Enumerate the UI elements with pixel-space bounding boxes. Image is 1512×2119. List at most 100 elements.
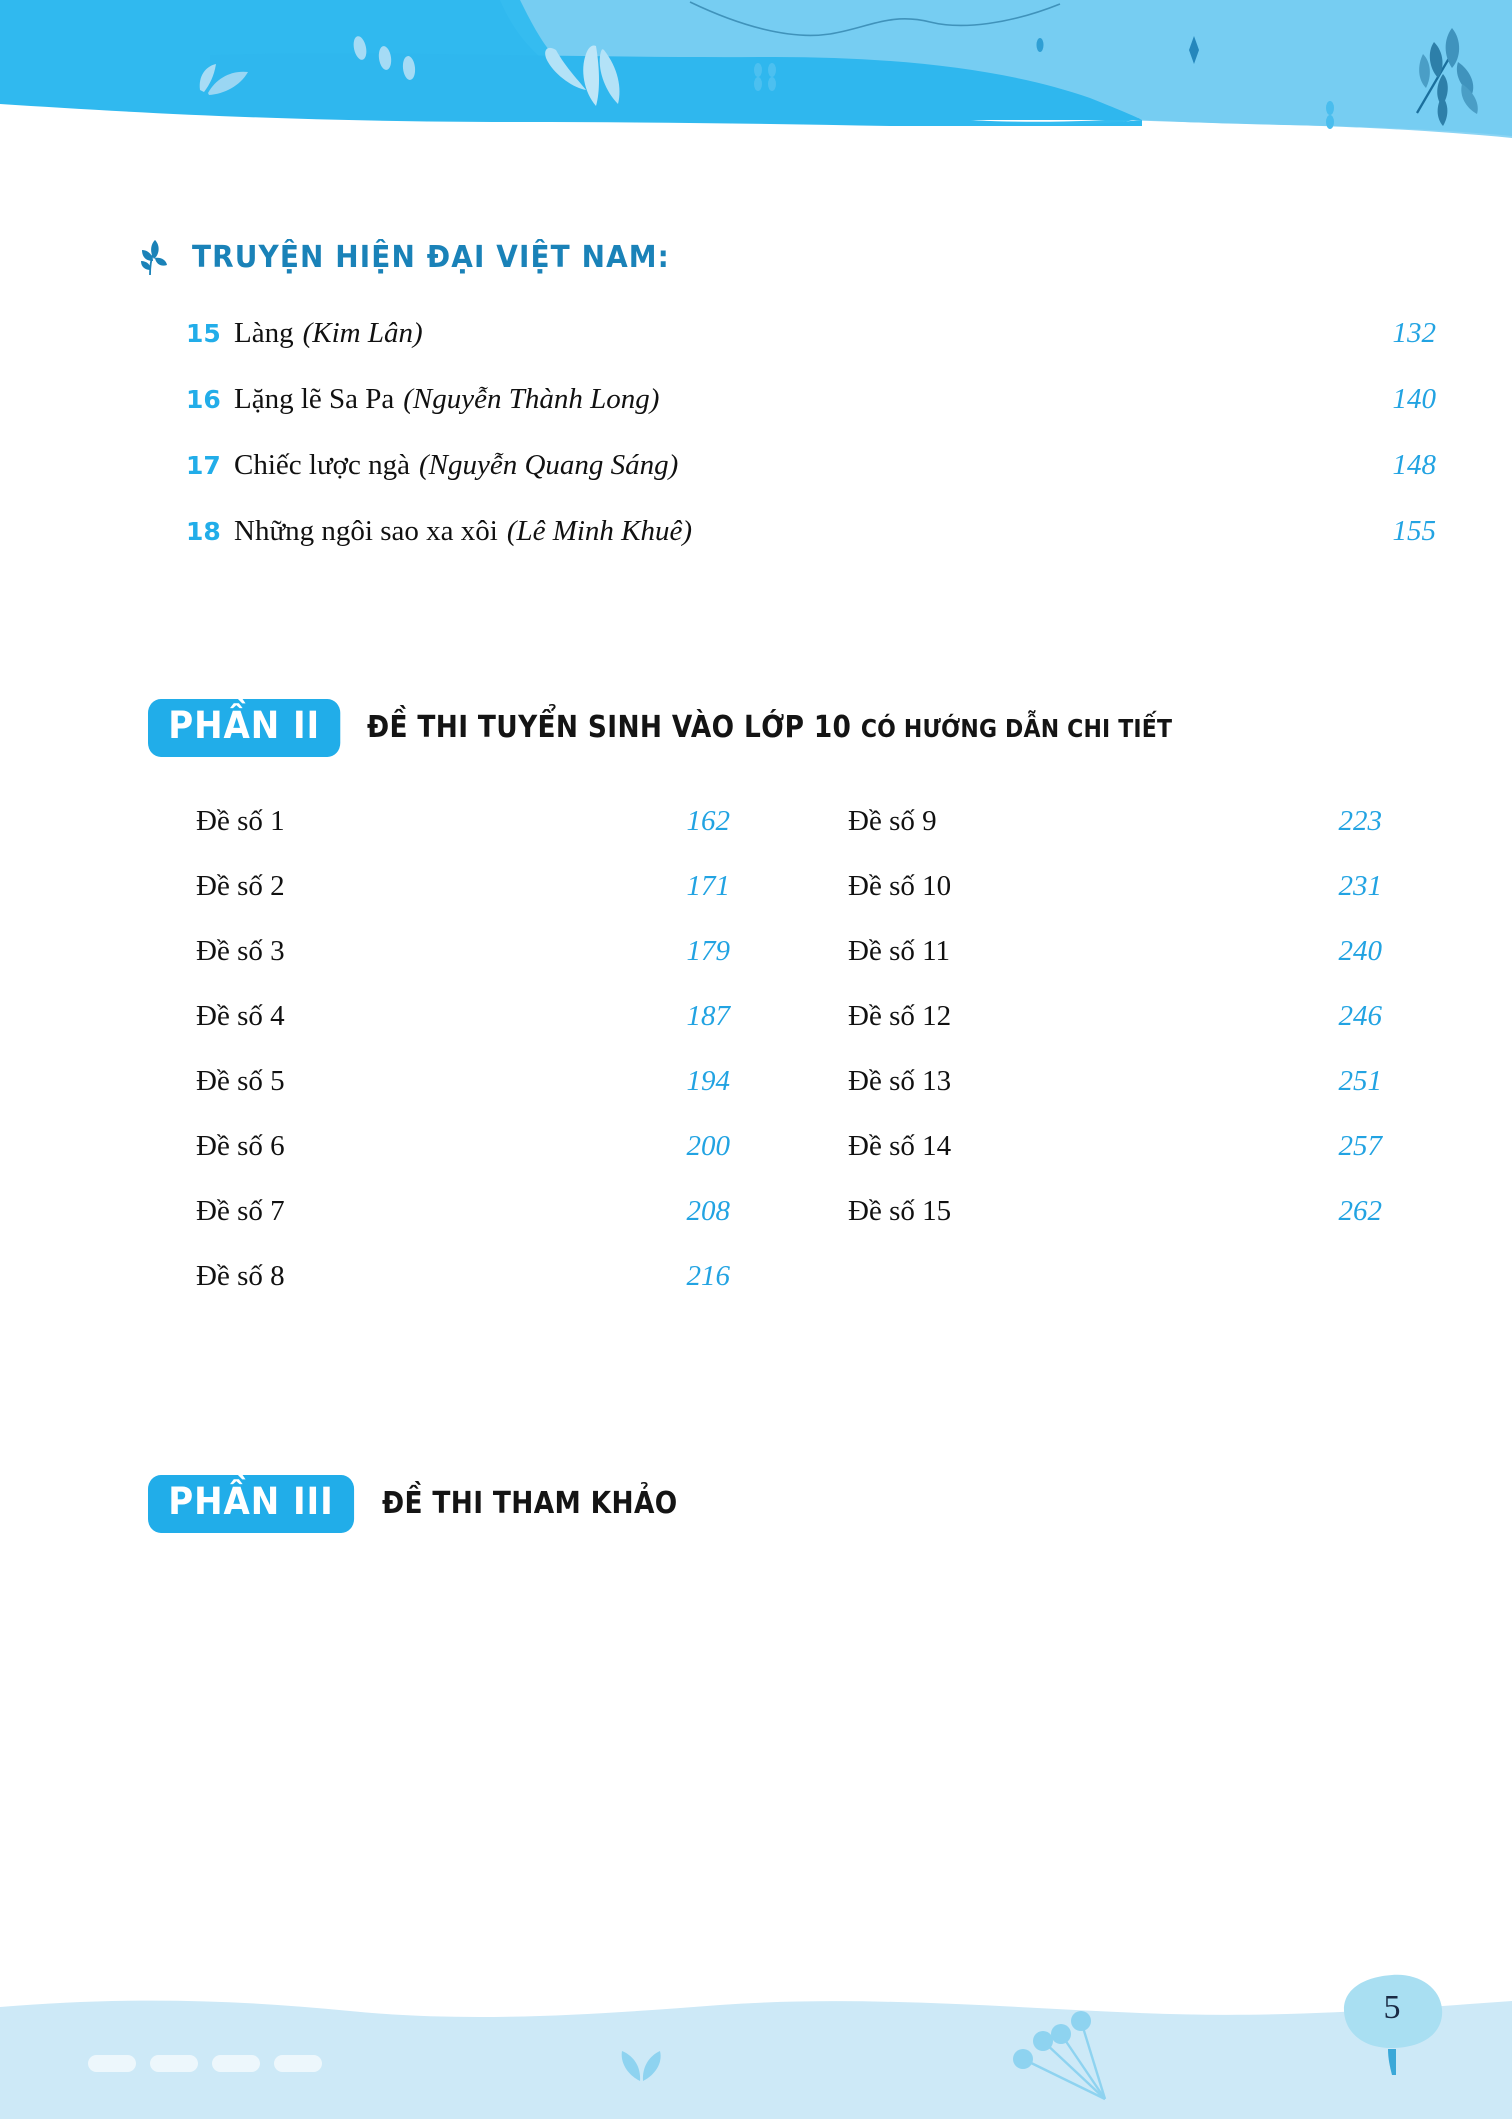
section-heading-label: TRUYỆN HIỆN ĐẠI VIỆT NAM:	[192, 239, 670, 275]
part-three-title: ĐỀ THI THAM KHẢO	[381, 1486, 678, 1522]
page-number-value: 5	[1383, 1989, 1401, 2026]
layout-spacer	[0, 1325, 1512, 1475]
wave-layer-light	[430, 0, 1512, 136]
exam-row[interactable]: Đề số 5 194	[196, 1065, 730, 1130]
exam-row[interactable]: Đề số 10 231	[848, 870, 1382, 935]
exam-column-left: Đề số 1 162 Đề số 2 171 Đề số 3 179 Đề s…	[196, 805, 730, 1325]
exam-page: 262	[1338, 1194, 1383, 1227]
decor-diamond-sparkle	[1189, 36, 1199, 64]
exam-page: 251	[1338, 1064, 1383, 1097]
dot-leader	[432, 371, 1370, 372]
decor-sprout-bottom-right	[642, 2051, 661, 2081]
toc-entry-row[interactable]: 16 Lặng lẽ Sa Pa (Nguyễn Thành Long) 140	[186, 383, 1436, 449]
toc-entry-number: 17	[186, 451, 221, 480]
exam-row[interactable]: Đề số 13 251	[848, 1065, 1382, 1130]
dot-leader	[294, 1117, 664, 1119]
toc-entry-page: 155	[1392, 515, 1437, 547]
exam-row[interactable]: Đề số 7 208	[196, 1195, 730, 1260]
toc-entry-number: 16	[186, 385, 221, 414]
decor-leaf-big-b	[583, 45, 599, 106]
decor-dot-a	[754, 63, 762, 77]
toc-entry-author: (Nguyễn Quang Sáng)	[419, 449, 679, 481]
toc-entry-author: (Nguyễn Thành Long)	[403, 383, 660, 415]
exam-page: 257	[1338, 1129, 1383, 1162]
decor-dash-3	[212, 2055, 260, 2072]
exam-row[interactable]: Đề số 3 179	[196, 935, 730, 1000]
exam-label: Đề số 13	[848, 1064, 952, 1097]
toc-entry-page: 132	[1392, 317, 1437, 349]
decor-petal-b	[378, 46, 392, 70]
bottom-wave-banner	[0, 1959, 1512, 2119]
exam-list-grid: Đề số 1 162 Đề số 2 171 Đề số 3 179 Đề s…	[0, 805, 1512, 1325]
exam-page: 194	[686, 1064, 731, 1097]
dot-leader	[961, 1247, 1316, 1249]
decor-sprout-left2	[208, 71, 248, 95]
section-heading-truyen: TRUYỆN HIỆN ĐẠI VIỆT NAM:	[136, 237, 1512, 277]
exam-page: 240	[1338, 934, 1383, 967]
dot-leader	[961, 1182, 1316, 1184]
exam-row[interactable]: Đề số 1 162	[196, 805, 730, 870]
decor-sprout-bottom-left	[621, 2051, 641, 2081]
decor-petal-a	[353, 36, 367, 60]
toc-entry-page: 140	[1392, 383, 1437, 415]
exam-row[interactable]: Đề số 9 223	[848, 805, 1382, 870]
part-two-title: ĐỀ THI TUYỂN SINH VÀO LỚP 10 CÓ HƯỚNG DẪ…	[367, 710, 1172, 745]
dot-leader	[294, 1247, 664, 1249]
exam-page: 200	[686, 1129, 731, 1162]
exam-label: Đề số 10	[848, 869, 952, 902]
exam-label: Đề số 11	[848, 934, 951, 967]
toc-entry-title: Lặng lẽ Sa Pa	[234, 383, 395, 415]
layout-spacer	[0, 581, 1512, 699]
toc-entry-title: Làng	[234, 317, 294, 349]
exam-row[interactable]: Đề số 14 257	[848, 1130, 1382, 1195]
part-three-badge: PHẦN III	[148, 1474, 354, 1533]
decor-dot-f	[1326, 115, 1334, 129]
dot-leader	[946, 857, 1316, 859]
exam-label: Đề số 1	[196, 804, 285, 837]
top-wave-banner	[0, 0, 1512, 175]
toc-entry-row[interactable]: 18 Những ngôi sao xa xôi (Lê Minh Khuê) …	[186, 515, 1436, 581]
decor-dandelion	[1013, 2011, 1107, 2101]
decor-petal-c	[402, 56, 416, 80]
dot-leader	[961, 922, 1316, 924]
dot-leader	[294, 987, 664, 989]
wave-layer-dark	[210, 53, 1142, 120]
exam-label: Đề số 7	[196, 1194, 285, 1227]
exam-row[interactable]: Đề số 12 246	[848, 1000, 1382, 1065]
exam-label: Đề số 9	[848, 804, 937, 837]
exam-row[interactable]: Đề số 15 262	[848, 1195, 1382, 1260]
toc-entry-number: 15	[186, 319, 221, 348]
exam-page: 179	[686, 934, 731, 967]
toc-entry-number: 18	[186, 517, 221, 546]
exam-row[interactable]: Đề số 11 240	[848, 935, 1382, 1000]
toc-entry-title: Những ngôi sao xa xôi	[234, 515, 498, 547]
decor-dot-e	[1326, 101, 1334, 115]
decor-sprout-left	[199, 64, 216, 92]
toc-entry-row[interactable]: 17 Chiếc lược ngà (Nguyễn Quang Sáng) 14…	[186, 449, 1436, 515]
dot-leader	[688, 503, 1370, 504]
toc-entry-title: Chiếc lược ngà	[234, 449, 410, 481]
decor-dash-4	[274, 2055, 322, 2072]
dot-leader	[294, 1312, 664, 1314]
part-two-badge: PHẦN II	[148, 699, 341, 757]
toc-entry-row[interactable]: 15 Làng (Kim Lân) 132	[186, 317, 1436, 383]
exam-label: Đề số 2	[196, 869, 285, 902]
exam-label: Đề số 4	[196, 999, 285, 1032]
exam-row[interactable]: Đề số 8 216	[196, 1260, 730, 1325]
exam-row[interactable]: Đề số 2 171	[196, 870, 730, 935]
exam-row[interactable]: Đề số 6 200	[196, 1130, 730, 1195]
dot-leader	[669, 437, 1370, 438]
decor-dot-b	[754, 77, 762, 91]
exam-label: Đề số 15	[848, 1194, 952, 1227]
part-two-title-main: ĐỀ THI TUYỂN SINH VÀO LỚP 10	[367, 710, 861, 746]
exam-page: 223	[1338, 804, 1383, 837]
page-number-badge: 5	[1340, 1971, 1450, 2091]
decor-dot-d	[768, 77, 776, 91]
exam-page: 208	[686, 1194, 731, 1227]
exam-column-right: Đề số 9 223 Đề số 10 231 Đề số 11 240 Đề…	[848, 805, 1382, 1325]
exam-page: 246	[1338, 999, 1383, 1032]
part-two-title-sub: CÓ HƯỚNG DẪN CHI TIẾT	[860, 714, 1173, 744]
exam-row[interactable]: Đề số 4 187	[196, 1000, 730, 1065]
part-two-header: PHẦN II ĐỀ THI TUYỂN SINH VÀO LỚP 10 CÓ …	[148, 699, 1512, 757]
